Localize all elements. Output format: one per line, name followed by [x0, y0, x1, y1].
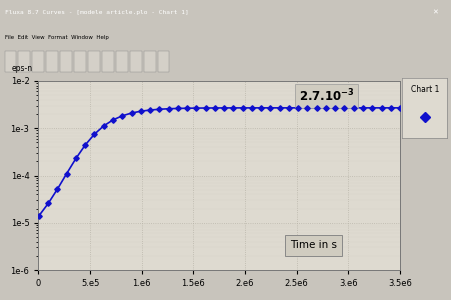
FancyBboxPatch shape	[74, 51, 86, 72]
Text: Fluxa 8.7 Curves - [modele article.plo - Chart 1]: Fluxa 8.7 Curves - [modele article.plo -…	[5, 10, 188, 15]
FancyBboxPatch shape	[130, 51, 141, 72]
FancyBboxPatch shape	[88, 51, 99, 72]
FancyBboxPatch shape	[116, 51, 127, 72]
Text: ✕: ✕	[432, 9, 437, 15]
Text: $\mathbf{2.7.10^{-3}}$: $\mathbf{2.7.10^{-3}}$	[298, 88, 354, 104]
Text: eps-n: eps-n	[11, 64, 32, 74]
FancyBboxPatch shape	[60, 51, 72, 72]
FancyBboxPatch shape	[46, 51, 58, 72]
FancyBboxPatch shape	[5, 51, 16, 72]
FancyBboxPatch shape	[144, 51, 155, 72]
Text: Chart 1: Chart 1	[410, 85, 438, 94]
FancyBboxPatch shape	[158, 51, 169, 72]
FancyBboxPatch shape	[102, 51, 113, 72]
Text: File  Edit  View  Format  Window  Help: File Edit View Format Window Help	[5, 35, 108, 40]
FancyBboxPatch shape	[32, 51, 44, 72]
Text: Time in s: Time in s	[289, 240, 336, 250]
FancyBboxPatch shape	[18, 51, 30, 72]
